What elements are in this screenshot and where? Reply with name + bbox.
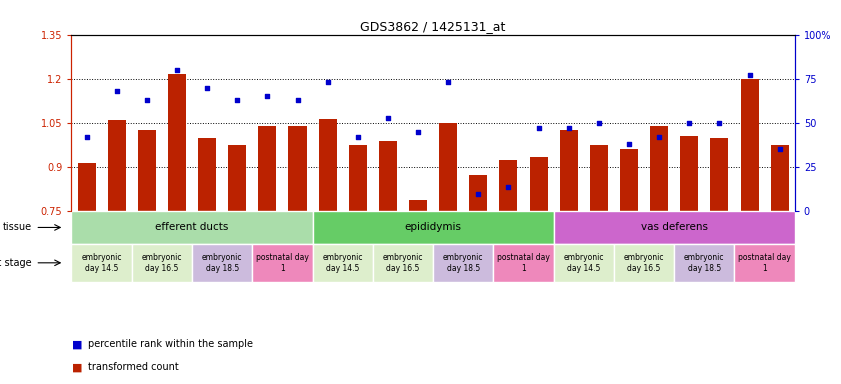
Text: development stage: development stage: [0, 258, 32, 268]
Point: [321, 79, 335, 85]
Bar: [620, 149, 638, 211]
Bar: [132, 243, 192, 282]
Point: [80, 134, 93, 140]
Bar: [740, 79, 759, 211]
Point: [291, 97, 304, 103]
Point: [472, 190, 485, 197]
Text: vas deferens: vas deferens: [641, 222, 708, 232]
Point: [773, 146, 786, 152]
Text: efferent ducts: efferent ducts: [156, 222, 229, 232]
Text: ■: ■: [71, 362, 82, 372]
Bar: [553, 243, 614, 282]
Text: embryonic
day 18.5: embryonic day 18.5: [202, 253, 242, 273]
Text: percentile rank within the sample: percentile rank within the sample: [88, 339, 253, 349]
Text: postnatal day
1: postnatal day 1: [497, 253, 550, 273]
Bar: [439, 123, 458, 211]
Point: [683, 120, 696, 126]
Text: embryonic
day 18.5: embryonic day 18.5: [684, 253, 725, 273]
Point: [140, 97, 154, 103]
Point: [170, 67, 183, 73]
Bar: [680, 136, 698, 211]
Bar: [469, 175, 487, 211]
Bar: [349, 145, 367, 211]
Point: [653, 134, 666, 140]
Point: [712, 120, 726, 126]
Point: [562, 125, 575, 131]
Point: [743, 72, 756, 78]
Bar: [378, 141, 397, 211]
Bar: [373, 243, 433, 282]
Bar: [500, 160, 517, 211]
Text: transformed count: transformed count: [88, 362, 179, 372]
Text: epididymis: epididymis: [405, 222, 462, 232]
Text: embryonic
day 18.5: embryonic day 18.5: [443, 253, 484, 273]
Text: embryonic
day 14.5: embryonic day 14.5: [563, 253, 604, 273]
Point: [381, 114, 394, 121]
Point: [110, 88, 124, 94]
Bar: [313, 243, 373, 282]
Bar: [108, 120, 125, 211]
Bar: [71, 243, 132, 282]
Bar: [313, 211, 553, 243]
Bar: [258, 126, 277, 211]
Bar: [192, 243, 252, 282]
Point: [442, 79, 455, 85]
Bar: [494, 243, 553, 282]
Bar: [168, 74, 186, 211]
Bar: [77, 163, 96, 211]
Bar: [590, 145, 608, 211]
Title: GDS3862 / 1425131_at: GDS3862 / 1425131_at: [361, 20, 505, 33]
Bar: [530, 157, 547, 211]
Point: [200, 84, 214, 91]
Text: embryonic
day 16.5: embryonic day 16.5: [624, 253, 664, 273]
Bar: [288, 126, 306, 211]
Bar: [711, 138, 728, 211]
Bar: [553, 211, 795, 243]
Text: ■: ■: [71, 339, 82, 349]
Point: [351, 134, 364, 140]
Bar: [409, 200, 427, 211]
Point: [502, 184, 516, 190]
Bar: [559, 130, 578, 211]
Bar: [198, 138, 216, 211]
Point: [592, 120, 606, 126]
Text: embryonic
day 14.5: embryonic day 14.5: [322, 253, 363, 273]
Text: embryonic
day 16.5: embryonic day 16.5: [141, 253, 182, 273]
Text: tissue: tissue: [3, 222, 32, 232]
Bar: [650, 126, 668, 211]
Text: embryonic
day 16.5: embryonic day 16.5: [383, 253, 423, 273]
Point: [532, 125, 545, 131]
Bar: [138, 130, 156, 211]
Text: postnatal day
1: postnatal day 1: [256, 253, 309, 273]
Point: [230, 97, 244, 103]
Bar: [433, 243, 494, 282]
Bar: [71, 211, 313, 243]
Bar: [734, 243, 795, 282]
Point: [261, 93, 274, 99]
Bar: [770, 145, 789, 211]
Bar: [614, 243, 674, 282]
Bar: [674, 243, 734, 282]
Text: embryonic
day 14.5: embryonic day 14.5: [82, 253, 122, 273]
Point: [622, 141, 636, 147]
Bar: [228, 145, 246, 211]
Bar: [252, 243, 313, 282]
Bar: [319, 119, 336, 211]
Point: [411, 129, 425, 135]
Text: postnatal day
1: postnatal day 1: [738, 253, 791, 273]
